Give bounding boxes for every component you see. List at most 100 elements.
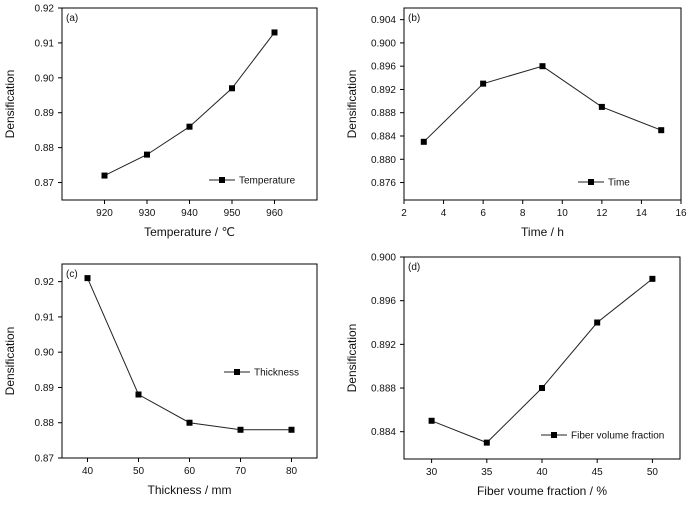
x-tick-label: 50	[647, 467, 659, 478]
data-point	[186, 419, 193, 426]
y-tick-label: 0.876	[371, 178, 396, 189]
data-point	[237, 426, 244, 433]
y-tick-label: 0.888	[371, 384, 396, 395]
x-tick-label: 10	[557, 208, 569, 219]
data-point	[428, 417, 435, 424]
series-line	[104, 32, 275, 177]
x-tick-label: 50	[133, 466, 145, 477]
data-point	[598, 103, 605, 110]
y-tick-label: 0.904	[371, 15, 396, 26]
data-point	[539, 63, 546, 70]
y-axis-title: Densification	[3, 327, 17, 396]
y-tick-label: 0.88	[35, 418, 55, 429]
y-tick-label: 0.892	[371, 340, 396, 351]
x-axis-title: Thickness / mm	[147, 483, 231, 497]
x-tick-label: 70	[235, 466, 247, 477]
data-point	[144, 151, 150, 158]
y-tick-label: 0.88	[35, 143, 55, 154]
data-point	[271, 29, 278, 36]
panel-label: (b)	[408, 13, 420, 24]
chart-panel-1: 920 930 940 950 960 0.87 0.88 0.89 0.90 0.91 0.92 T…	[3, 4, 318, 239]
panel-label: (d)	[408, 262, 420, 273]
y-tick-label: 0.896	[371, 296, 396, 307]
chart-panel-3: 40 50 60 70 80 0.87 0.88 0.89 0.90 0.91 0.92 Thickn…	[3, 263, 318, 497]
y-tick-label: 0.89	[35, 383, 55, 394]
y-tick-label: 0.92	[35, 4, 55, 15]
x-tick-label: 12	[596, 208, 608, 219]
x-tick-label: 60	[184, 466, 196, 477]
x-tick-label: 14	[636, 208, 648, 219]
legend-label: Thickness	[254, 368, 299, 379]
y-tick-label: 0.90	[35, 73, 55, 84]
x-tick-label: 40	[536, 467, 548, 478]
data-point	[229, 85, 235, 92]
y-tick-label: 0.91	[35, 312, 55, 323]
y-axis-title: Densification	[345, 70, 359, 139]
data-point	[594, 319, 601, 326]
legend-marker	[219, 177, 225, 183]
data-point	[539, 385, 545, 392]
legend-label: Temperature	[239, 176, 296, 187]
legend-label: Fiber volume fraction	[571, 431, 664, 442]
y-tick-label: 0.880	[371, 155, 396, 166]
y-tick-label: 0.896	[371, 62, 396, 73]
x-tick-label: 80	[286, 466, 298, 477]
x-tick-label: 940	[181, 208, 198, 219]
panel-label: (a)	[66, 13, 78, 24]
chart-panel-2: 2 4 6 8 10 12 14 16 0.876 0.880 0.884 0.888 0.892 0.8…	[345, 7, 687, 239]
panel-label: (c)	[66, 269, 78, 280]
y-tick-label: 0.884	[371, 132, 396, 143]
data-point	[480, 80, 487, 87]
x-tick-label: 920	[96, 208, 113, 219]
plot-frame	[61, 7, 318, 201]
x-tick-label: 16	[675, 208, 687, 219]
y-tick-label: 0.87	[35, 454, 55, 465]
y-tick-label: 0.87	[35, 178, 55, 189]
data-point	[84, 275, 91, 282]
legend-marker	[551, 432, 557, 438]
legend-marker	[588, 179, 594, 185]
x-tick-label: 40	[82, 466, 94, 477]
y-tick-label: 0.91	[35, 38, 55, 49]
y-tick-label: 0.92	[35, 277, 55, 288]
y-axis-title: Densification	[345, 324, 359, 393]
plot-frame	[61, 263, 318, 459]
y-tick-label: 0.89	[35, 108, 55, 119]
x-tick-label: 960	[266, 208, 283, 219]
x-axis-title: Time / h	[521, 225, 564, 239]
x-tick-label: 45	[592, 467, 604, 478]
x-tick-label: 930	[139, 208, 156, 219]
data-point	[186, 123, 193, 130]
x-tick-label: 8	[520, 208, 526, 219]
x-axis-title: Temperature / ℃	[144, 225, 235, 239]
x-tick-label: 6	[480, 208, 486, 219]
y-axis-title: Densification	[3, 70, 17, 139]
x-axis-title: Fiber voume fraction / %	[477, 484, 607, 498]
x-tick-label: 35	[481, 467, 493, 478]
y-tick-label: 0.892	[371, 85, 396, 96]
data-point	[649, 275, 656, 282]
data-point	[420, 138, 427, 145]
y-tick-label: 0.888	[371, 108, 396, 119]
x-tick-label: 4	[441, 208, 447, 219]
plot-frame	[403, 256, 681, 460]
series-line	[423, 65, 662, 143]
y-tick-label: 0.90	[35, 348, 55, 359]
x-tick-label: 30	[426, 467, 438, 478]
legend-marker	[234, 369, 240, 375]
y-tick-label: 0.900	[371, 38, 396, 49]
y-tick-label: 0.884	[371, 427, 396, 438]
x-tick-label: 950	[224, 208, 241, 219]
plot-frame	[403, 7, 682, 201]
chart-panel-4: 30 35 40 45 50 0.884 0.888 0.892 0.896 0.900 Fiber…	[345, 253, 681, 498]
series-line	[87, 277, 292, 431]
data-point	[483, 439, 490, 446]
data-point	[135, 391, 142, 398]
x-tick-label: 2	[401, 208, 407, 219]
legend-label: Time	[608, 178, 630, 189]
series-line	[431, 278, 653, 444]
y-tick-label: 0.900	[371, 253, 396, 264]
data-point	[288, 426, 295, 433]
data-point	[658, 127, 665, 134]
